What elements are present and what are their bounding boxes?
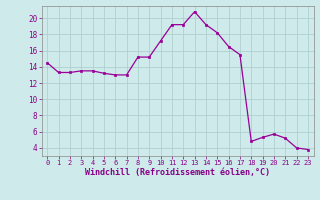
X-axis label: Windchill (Refroidissement éolien,°C): Windchill (Refroidissement éolien,°C) <box>85 168 270 177</box>
